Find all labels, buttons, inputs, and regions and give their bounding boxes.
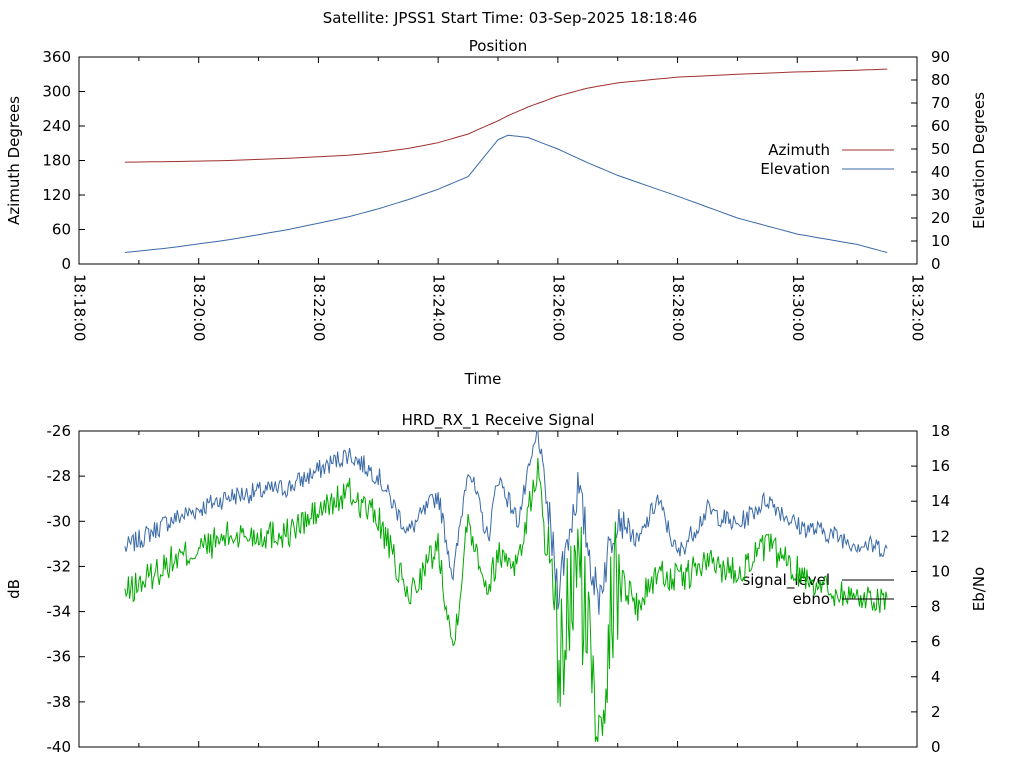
- x-tick-label: 18:20:00: [190, 274, 208, 341]
- chart-title: Position: [469, 37, 527, 55]
- y-tick-label: 360: [42, 48, 71, 66]
- series-line-ebno: [124, 457, 888, 743]
- series-line-signal-level: [124, 430, 888, 615]
- receive-signal-chart: HRD_RX_1 Receive Signal -40 -38 -36 -34 -32 -3…: [5, 411, 988, 756]
- y2-tick-label: 12: [931, 527, 950, 545]
- y-tick-label: -30: [47, 512, 72, 530]
- y-tick-label: -40: [47, 738, 72, 756]
- legend-label: Elevation: [760, 160, 830, 178]
- y2-tick-label: 70: [931, 94, 950, 112]
- y-tick-label: -32: [47, 557, 72, 575]
- y-axis-label: Azimuth Degrees: [5, 96, 23, 225]
- y2-tick-label: 90: [931, 48, 950, 66]
- series-line-azimuth: [124, 68, 888, 163]
- x-tick-label: 18:30:00: [789, 274, 807, 341]
- y-tick-label: 180: [42, 152, 71, 170]
- position-chart: Position 0 60 120 180 240 300 360 0 10 20 30 40 50 60 7…: [5, 37, 988, 388]
- y2-tick-label: 6: [931, 633, 941, 651]
- y2-tick-label: 80: [931, 71, 950, 89]
- page-title: Satellite: JPSS1 Start Time: 03-Sep-2025…: [323, 9, 698, 27]
- legend-label: Azimuth: [768, 141, 830, 159]
- x-tick-label: 18:32:00: [909, 274, 927, 341]
- y2-axis-label: Eb/No: [970, 567, 988, 611]
- y2-tick-label: 0: [931, 255, 941, 273]
- legend-label: signal_level: [742, 571, 830, 590]
- y-tick-label: -38: [47, 693, 72, 711]
- x-tick-label: 18:18:00: [71, 274, 89, 341]
- y-tick-label: -36: [47, 648, 72, 666]
- legend-label: ebno: [793, 590, 830, 608]
- y-tick-label: 0: [61, 255, 71, 273]
- y-tick-label: 60: [52, 221, 71, 239]
- y2-tick-label: 30: [931, 186, 950, 204]
- y-tick-label: 120: [42, 186, 71, 204]
- y-tick-label: 300: [42, 83, 71, 101]
- y2-tick-label: 40: [931, 163, 950, 181]
- y-tick-label: 240: [42, 117, 71, 135]
- y2-tick-label: 16: [931, 457, 950, 475]
- plot-frame: [78, 430, 918, 748]
- y-tick-label: -28: [47, 467, 72, 485]
- y2-tick-label: 60: [931, 117, 950, 135]
- x-tick-label: 18:28:00: [669, 274, 687, 341]
- y-tick-label: -34: [47, 603, 72, 621]
- x-tick-label: 18:22:00: [310, 274, 328, 341]
- y2-tick-label: 20: [931, 209, 950, 227]
- y2-tick-label: 0: [931, 738, 941, 756]
- y2-tick-label: 14: [931, 492, 950, 510]
- y2-tick-label: 50: [931, 140, 950, 158]
- y2-tick-label: 8: [931, 598, 941, 616]
- y-axis-label: dB: [5, 579, 23, 599]
- y2-tick-label: 10: [931, 232, 950, 250]
- chart-title: HRD_RX_1 Receive Signal: [402, 411, 595, 430]
- y2-tick-label: 18: [931, 422, 950, 440]
- y2-tick-label: 4: [931, 668, 941, 686]
- y2-axis-label: Elevation Degrees: [970, 92, 988, 229]
- x-axis-label: Time: [464, 370, 502, 388]
- series-line-elevation: [124, 134, 888, 253]
- x-tick-label: 18:26:00: [549, 274, 567, 341]
- y2-tick-label: 10: [931, 562, 950, 580]
- x-tick-label: 18:24:00: [430, 274, 448, 341]
- y2-tick-label: 2: [931, 703, 941, 721]
- y-tick-label: -26: [47, 422, 72, 440]
